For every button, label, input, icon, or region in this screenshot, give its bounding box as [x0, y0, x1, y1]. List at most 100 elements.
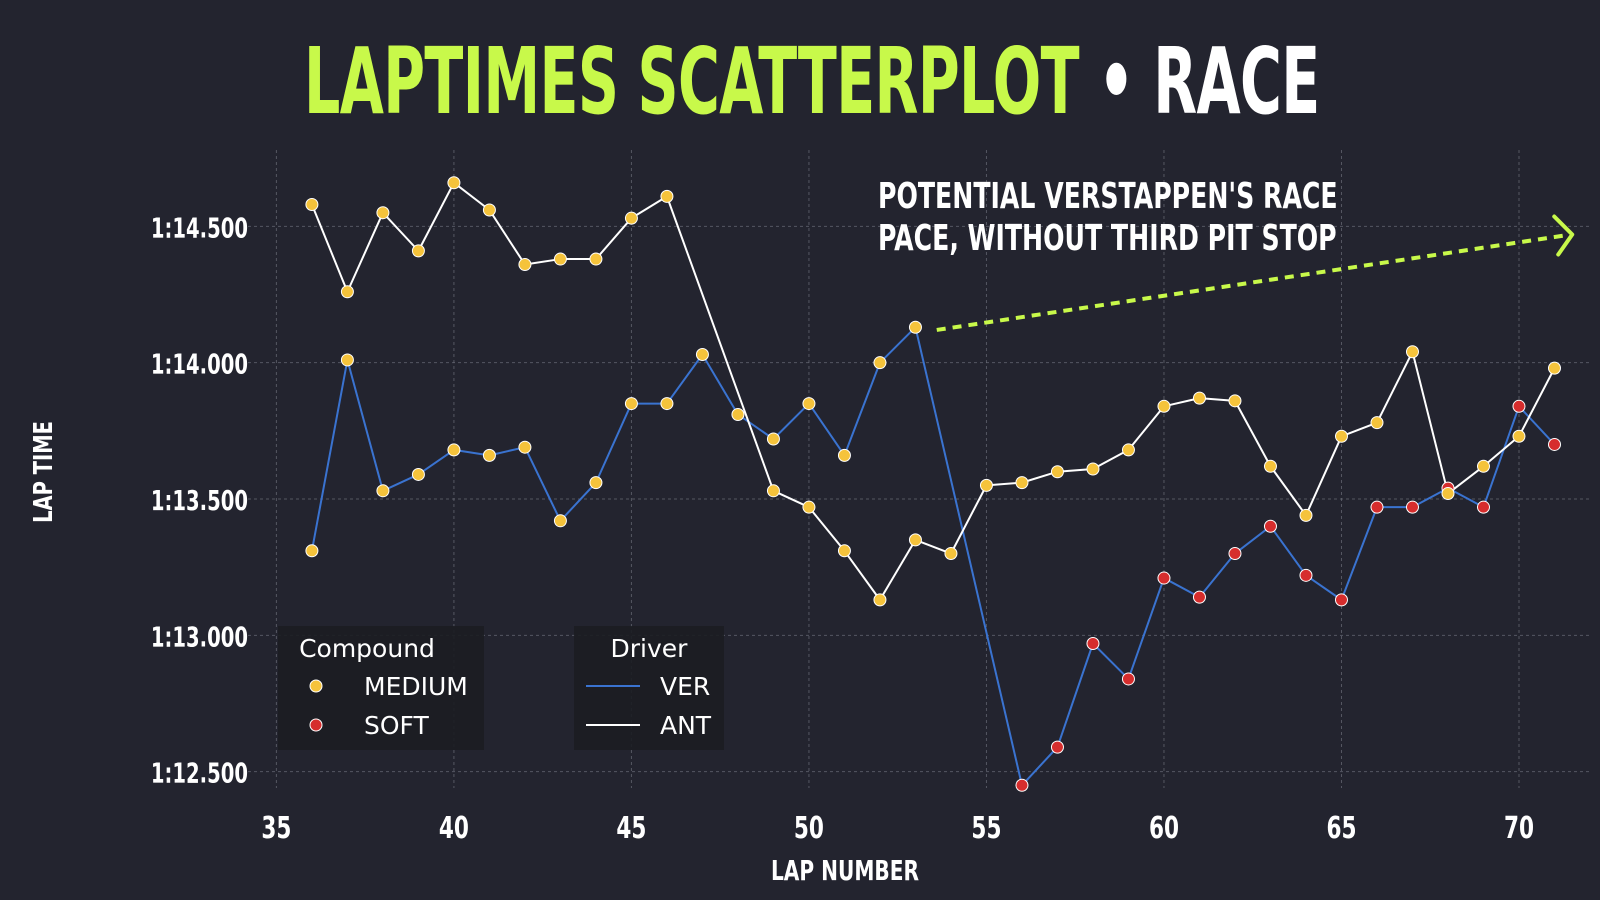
- annotation-arrow-head: [1552, 214, 1575, 257]
- point-ver-lap-44: [589, 476, 603, 490]
- legend-label-medium: MEDIUM: [364, 672, 468, 701]
- point-ant-lap-49: [766, 484, 780, 498]
- x-tick-label: 65: [1326, 812, 1356, 846]
- series-line-ver: [310, 326, 1556, 787]
- point-ver-lap-52: [873, 356, 887, 370]
- markers-ant: [305, 176, 1561, 607]
- title-separator: •: [1098, 28, 1134, 135]
- chart-title: LAPTIMES SCATTERPLOT • RACE: [304, 22, 1320, 142]
- annotation-text-line: PACE, WITHOUT THIRD PIT STOP: [878, 218, 1337, 260]
- point-ant-lap-66: [1370, 416, 1384, 430]
- x-tick-label: 35: [261, 812, 291, 846]
- annotation-text-line: POTENTIAL VERSTAPPEN'S RACE: [878, 176, 1338, 218]
- legend-marker-medium: [309, 679, 323, 693]
- x-tick-label: 60: [1149, 812, 1179, 846]
- point-ant-lap-55: [979, 478, 993, 492]
- point-ant-lap-36: [305, 198, 319, 212]
- point-ver-lap-61: [1192, 590, 1206, 604]
- series-line-ant: [310, 181, 1556, 601]
- point-ant-lap-68: [1441, 487, 1455, 501]
- point-ver-lap-49: [766, 432, 780, 446]
- y-tick-label: 1:14.000: [151, 348, 248, 380]
- y-tick-label: 1:13.500: [151, 485, 248, 517]
- x-tick-label: 45: [616, 812, 646, 846]
- legend-title: Driver: [611, 634, 689, 663]
- point-ant-lap-44: [589, 252, 603, 266]
- point-ver-lap-46: [660, 397, 674, 411]
- legend-driver: Driver VER ANT: [574, 626, 724, 750]
- legend-compound: Compound MEDIUM SOFT: [278, 626, 484, 750]
- point-ant-lap-51: [837, 544, 851, 558]
- x-tick-label: 40: [439, 812, 469, 846]
- point-ant-lap-45: [624, 211, 638, 225]
- legend-box: [574, 626, 724, 750]
- x-tick-label: 55: [971, 812, 1001, 846]
- point-ver-lap-60: [1157, 571, 1171, 585]
- point-ver-lap-39: [411, 467, 425, 481]
- point-ant-lap-70: [1512, 429, 1526, 443]
- point-ver-lap-47: [695, 347, 709, 361]
- point-ver-lap-69: [1476, 500, 1490, 514]
- point-ver-lap-40: [447, 443, 461, 457]
- point-ver-lap-50: [802, 397, 816, 411]
- point-ant-lap-67: [1405, 345, 1419, 359]
- point-ant-lap-42: [518, 258, 532, 272]
- legend-label-ant: ANT: [660, 711, 712, 740]
- y-axis-label: LAP TIME: [29, 421, 58, 523]
- point-ant-lap-57: [1050, 465, 1064, 479]
- point-ant-lap-37: [340, 285, 354, 299]
- point-ant-lap-58: [1086, 462, 1100, 476]
- point-ant-lap-60: [1157, 399, 1171, 413]
- point-ver-lap-37: [340, 353, 354, 367]
- series-ver: [310, 326, 1556, 787]
- point-ver-lap-71: [1547, 437, 1561, 451]
- point-ver-lap-51: [837, 448, 851, 462]
- annotation-arrow-line: [936, 233, 1565, 332]
- point-ver-lap-56: [1015, 778, 1029, 792]
- point-ver-lap-63: [1263, 519, 1277, 533]
- point-ant-lap-38: [376, 206, 390, 220]
- legend-label-soft: SOFT: [364, 711, 429, 740]
- point-ver-lap-62: [1228, 547, 1242, 561]
- point-ver-lap-48: [731, 407, 745, 421]
- legend-label-ver: VER: [660, 672, 710, 701]
- point-ver-lap-59: [1121, 672, 1135, 686]
- point-ant-lap-59: [1121, 443, 1135, 457]
- point-ver-lap-70: [1512, 399, 1526, 413]
- point-ant-lap-64: [1299, 508, 1313, 522]
- point-ant-lap-56: [1015, 476, 1029, 490]
- point-ant-lap-61: [1192, 391, 1206, 405]
- point-ant-lap-53: [908, 533, 922, 547]
- y-tick-label: 1:14.500: [151, 212, 248, 244]
- point-ver-lap-58: [1086, 636, 1100, 650]
- x-axis-label: LAP NUMBER: [771, 854, 919, 887]
- point-ver-lap-45: [624, 397, 638, 411]
- point-ant-lap-71: [1547, 361, 1561, 375]
- series-ant: [310, 181, 1556, 601]
- point-ant-lap-63: [1263, 459, 1277, 473]
- point-ver-lap-41: [482, 448, 496, 462]
- point-ant-lap-65: [1334, 429, 1348, 443]
- point-ant-lap-52: [873, 593, 887, 607]
- point-ant-lap-54: [944, 547, 958, 561]
- point-ver-lap-43: [553, 514, 567, 528]
- point-ant-lap-41: [482, 203, 496, 217]
- point-ant-lap-62: [1228, 394, 1242, 408]
- title-main: LAPTIMES SCATTERPLOT: [304, 28, 1080, 135]
- legend-marker-soft: [309, 718, 323, 732]
- point-ant-lap-40: [447, 176, 461, 190]
- point-ver-lap-66: [1370, 500, 1384, 514]
- point-ver-lap-36: [305, 544, 319, 558]
- point-ant-lap-39: [411, 244, 425, 258]
- point-ver-lap-67: [1405, 500, 1419, 514]
- point-ver-lap-53: [908, 320, 922, 334]
- point-ver-lap-57: [1050, 740, 1064, 754]
- point-ant-lap-43: [553, 252, 567, 266]
- markers-ver: [305, 320, 1561, 792]
- point-ver-lap-64: [1299, 568, 1313, 582]
- point-ver-lap-42: [518, 440, 532, 454]
- x-tick-label: 50: [794, 812, 824, 846]
- point-ant-lap-69: [1476, 459, 1490, 473]
